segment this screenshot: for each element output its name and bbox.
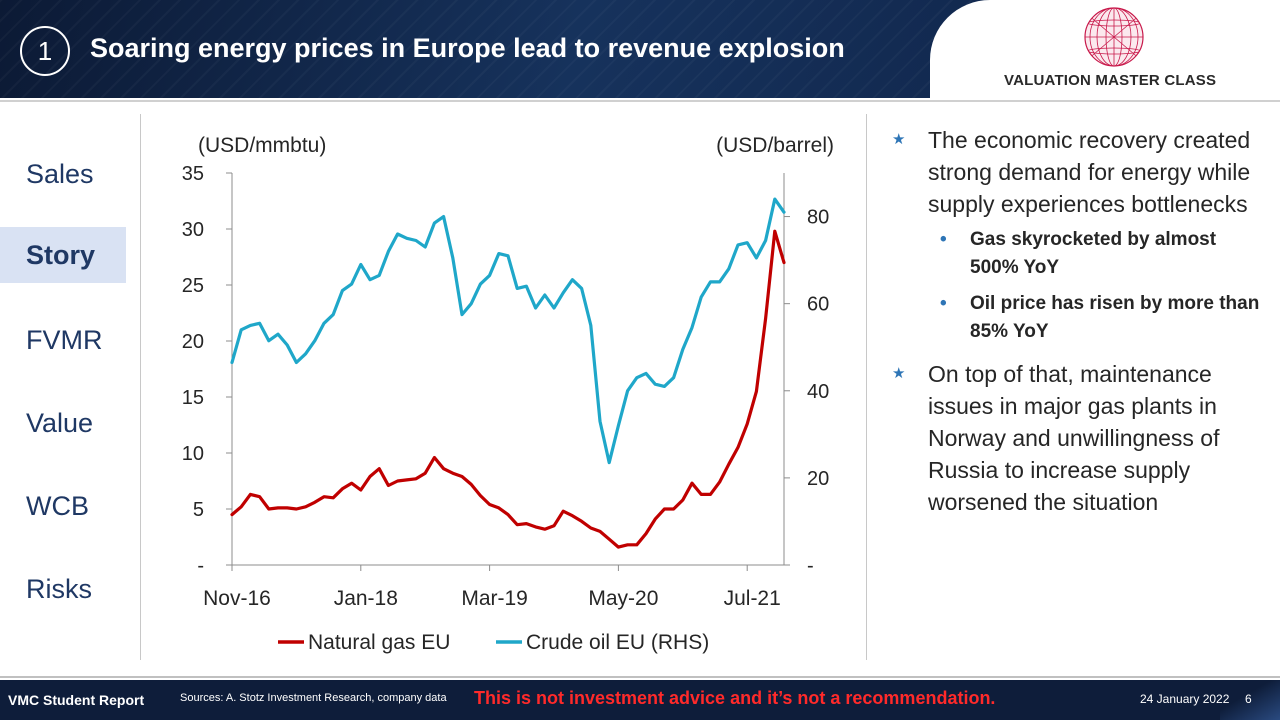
energy-price-chart: (USD/mmbtu) (USD/barrel) -5101520253035-… <box>182 134 834 654</box>
left-axis-tick-label: 15 <box>182 387 204 409</box>
right-axis-tick-label: 40 <box>807 381 829 403</box>
left-axis-tick-label: 30 <box>182 219 204 241</box>
commentary-panel: ★ The economic recovery created strong d… <box>886 124 1266 518</box>
report-date: 24 January 2022 <box>1140 692 1230 706</box>
sidebar-item-story[interactable]: Story <box>0 227 126 283</box>
header-divider <box>0 100 1280 102</box>
dot-bullet-icon: • <box>940 229 947 250</box>
right-axis-tick-label: 20 <box>807 468 829 490</box>
left-axis-tick-label: - <box>197 555 204 577</box>
star-bullet-icon: ★ <box>892 365 906 382</box>
logo-wordmark: VALUATION MASTER CLASS <box>1004 72 1217 89</box>
chart-axes: - 5 10 15 20 25 30 35 - 20 40 60 80 Nov-16 Jan-18 Mar-1… <box>182 163 830 610</box>
sidebar-item-label: WCB <box>26 490 89 521</box>
sub-bullet-text: Gas skyrocketed by almost 500% YoY <box>970 229 1217 278</box>
chart-divider <box>866 114 867 660</box>
x-axis-tick-label: May-20 <box>588 587 658 610</box>
sidebar-item-sales[interactable]: Sales <box>0 146 126 202</box>
left-axis-tick-label: 25 <box>182 275 204 297</box>
crude-oil-series-line <box>230 197 786 465</box>
sidebar-item-label: Value <box>26 407 94 438</box>
star-bullet-icon: ★ <box>892 131 906 148</box>
sidebar-item-fvmr[interactable]: FVMR <box>0 312 126 368</box>
slide-footer: VMC Student Report Sources: A. Stotz Inv… <box>0 680 1280 720</box>
bullet-text: The economic recovery created strong dem… <box>928 127 1251 217</box>
x-axis-tick-label: Mar-19 <box>461 587 528 610</box>
sidebar-item-label: FVMR <box>26 324 103 355</box>
sub-bullet-point: • Gas skyrocketed by almost 500% YoY <box>886 226 1266 282</box>
chart-legend: Natural gas EU Crude oil EU (RHS) <box>278 631 709 654</box>
slide-number-badge: 1 <box>20 26 70 76</box>
sidebar-item-label: Risks <box>26 573 92 604</box>
disclaimer-warning: This is not investment advice and it’s n… <box>474 688 996 708</box>
footer-accent <box>1220 680 1280 720</box>
x-axis-tick-label: Jan-18 <box>334 587 398 610</box>
sources-text: Sources: A. Stotz Investment Research, c… <box>180 692 447 704</box>
bullet-point: ★ The economic recovery created strong d… <box>886 124 1266 220</box>
sidebar-item-label: Story <box>26 239 96 270</box>
section-sidebar: Sales Story FVMR Value WCB Risks <box>0 110 140 670</box>
slide-header: 1 Soaring energy prices in Europe lead t… <box>0 0 1280 98</box>
right-axis-tick-label: 60 <box>807 294 829 316</box>
right-axis-tick-label: - <box>807 555 814 577</box>
globe-logo-icon <box>1084 7 1144 67</box>
bullet-point: ★ On top of that, maintenance issues in … <box>886 358 1266 518</box>
sidebar-item-wcb[interactable]: WCB <box>0 478 126 534</box>
left-axis-tick-label: 35 <box>182 163 204 185</box>
left-axis-tick-label: 10 <box>182 443 204 465</box>
sidebar-item-risks[interactable]: Risks <box>0 561 126 617</box>
dot-bullet-icon: • <box>940 293 947 314</box>
x-axis-tick-label: Jul-21 <box>724 587 781 610</box>
legend-natural-gas-label: Natural gas EU <box>308 631 450 654</box>
sidebar-item-value[interactable]: Value <box>0 395 126 451</box>
page-number: 6 <box>1245 692 1252 706</box>
report-label: VMC Student Report <box>8 692 145 708</box>
chart-series <box>230 197 786 549</box>
bullet-text: On top of that, maintenance issues in ma… <box>928 361 1220 515</box>
legend-crude-oil-label: Crude oil EU (RHS) <box>526 631 709 654</box>
sidebar-divider <box>140 114 141 660</box>
right-axis-unit-label: (USD/barrel) <box>716 134 834 157</box>
left-axis-tick-label: 20 <box>182 331 204 353</box>
left-axis-unit-label: (USD/mmbtu) <box>198 134 326 157</box>
left-axis-tick-label: 5 <box>193 499 204 521</box>
x-axis-tick-label: Nov-16 <box>203 587 271 610</box>
sub-bullet-text: Oil price has risen by more than 85% YoY <box>970 293 1260 342</box>
natural-gas-series-line <box>230 229 786 549</box>
sidebar-item-label: Sales <box>26 158 94 189</box>
sub-bullet-point: • Oil price has risen by more than 85% Y… <box>886 290 1266 346</box>
right-axis-tick-label: 80 <box>807 207 829 229</box>
slide-title: Soaring energy prices in Europe lead to … <box>90 33 845 63</box>
footer-divider <box>0 676 1280 678</box>
